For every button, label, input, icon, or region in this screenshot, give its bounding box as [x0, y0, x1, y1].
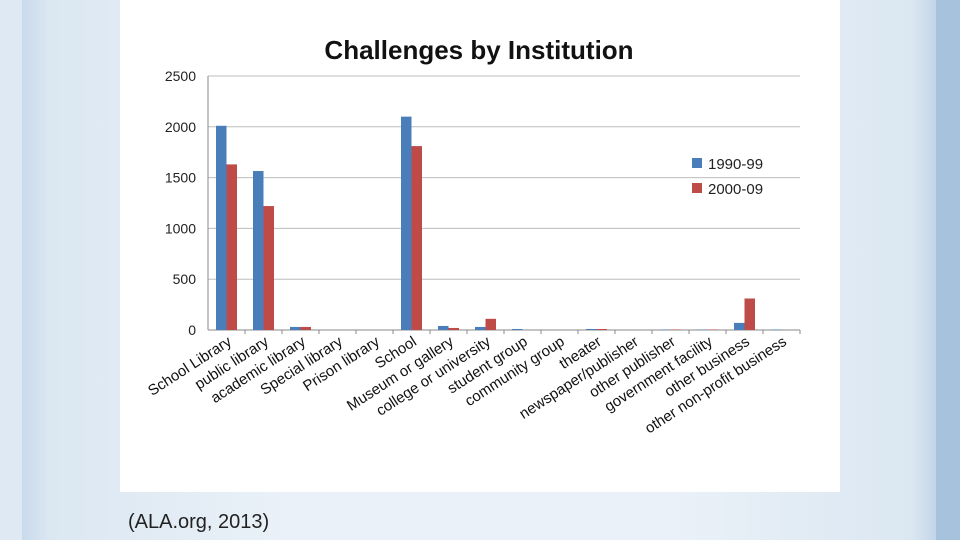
- bar-1990-99-7: [438, 325, 449, 330]
- chart-title: Challenges by Institution: [324, 35, 633, 65]
- bar-1990-99-16: [771, 329, 782, 330]
- bar-2000-09-15: [744, 298, 755, 330]
- slide-edge-right: [936, 0, 960, 540]
- bar-2000-09-6: [411, 146, 422, 330]
- bar-2000-09-8: [485, 318, 496, 330]
- bar-1990-99-8: [475, 326, 486, 330]
- y-tick-label: 2500: [165, 68, 196, 84]
- bar-1990-99-6: [401, 116, 412, 330]
- legend-label: 2000-09: [708, 181, 763, 198]
- slide-edge-left: [0, 0, 22, 540]
- bar-1990-99-15: [734, 322, 745, 330]
- bar-2000-09-14: [707, 329, 718, 330]
- y-tick-label: 1500: [165, 170, 196, 186]
- bar-1990-99-2: [253, 170, 264, 330]
- bar-2000-09-13: [670, 329, 681, 330]
- source-caption: (ALA.org, 2013): [128, 511, 270, 533]
- bar-2000-09-3: [300, 326, 311, 330]
- legend-label: 1990-99: [708, 156, 763, 173]
- bar-chart: Challenges by Institution 0 500 1000 1500 20…: [145, 35, 801, 437]
- y-tick-label: 2000: [165, 119, 196, 135]
- legend-swatch: [692, 158, 702, 168]
- bar-2000-09-1: [226, 164, 237, 330]
- bar-1990-99-11: [586, 328, 597, 330]
- chart-panel: Challenges by Institution 0 500 1000 1500 20…: [120, 0, 840, 492]
- y-tick-label: 0: [188, 322, 196, 338]
- bar-2000-09-11: [596, 328, 607, 330]
- y-tick-label: 500: [173, 271, 197, 287]
- bar-1990-99-3: [290, 326, 301, 330]
- y-tick-label: 1000: [165, 220, 196, 236]
- bar-1990-99-9: [512, 328, 523, 330]
- bar-2000-09-2: [263, 206, 274, 330]
- bar-1990-99-13: [660, 329, 671, 330]
- bar-1990-99-1: [216, 125, 227, 330]
- legend-swatch: [692, 183, 702, 193]
- bar-2000-09-7: [448, 327, 459, 330]
- bar-1990-99-14: [697, 329, 708, 330]
